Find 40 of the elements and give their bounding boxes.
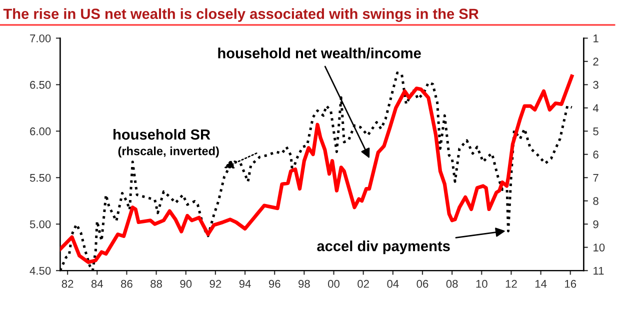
x-tick-label: 84	[91, 280, 103, 288]
y-tick-label: 5.50	[30, 174, 51, 182]
x-tick-label: 02	[358, 280, 369, 288]
y2-tick-label: 4	[592, 104, 599, 112]
x-tick-label: 12	[506, 280, 517, 288]
y2-tick-label: 6	[593, 150, 598, 159]
annotation: household SR	[114, 128, 210, 140]
x-tick-label: 90	[180, 280, 192, 288]
annotation: household net wealth/income	[218, 48, 421, 59]
y-tick-label: 6.00	[30, 127, 51, 136]
y2-tick-label: 8	[593, 197, 598, 205]
chart-title: The rise in US net wealth is closely associated with swings in the SR	[3, 8, 479, 22]
y2-tick-label: 11	[594, 266, 604, 275]
annotation: accel div payments	[317, 240, 450, 254]
y2-tick-label: 1	[594, 34, 598, 42]
y2-tick-label: 5	[593, 128, 598, 136]
y-tick-label: 5.00	[30, 220, 51, 228]
y2-tick-label: 2	[593, 58, 598, 66]
y2-tick-label: 10	[594, 244, 605, 252]
x-tick-label: 86	[121, 280, 132, 288]
y-tick-label: 7.00	[30, 34, 51, 42]
x-tick-label: 82	[62, 280, 74, 288]
x-tick-label: 96	[268, 280, 280, 288]
x-tick-label: 98	[298, 280, 310, 288]
x-tick-label: 14	[535, 280, 547, 288]
y2-tick-label: 3	[593, 80, 598, 89]
y-tick-label: 4.50	[30, 266, 51, 275]
y-tick-label: 6.50	[30, 80, 51, 89]
x-tick-label: 08	[446, 280, 458, 288]
x-tick-label: 04	[387, 280, 399, 288]
x-tick-label: 06	[416, 280, 428, 288]
x-tick-label: 88	[150, 280, 162, 288]
x-tick-label: 16	[565, 280, 576, 288]
x-tick-label: 94	[239, 280, 251, 288]
x-tick-label: 00	[328, 280, 340, 288]
y2-tick-label: 7	[593, 174, 598, 182]
x-tick-label: 10	[476, 280, 488, 288]
x-tick-label: 92	[210, 280, 222, 288]
y2-tick-label: 9	[593, 220, 598, 228]
annotation: (rhscale, inverted)	[118, 146, 219, 158]
